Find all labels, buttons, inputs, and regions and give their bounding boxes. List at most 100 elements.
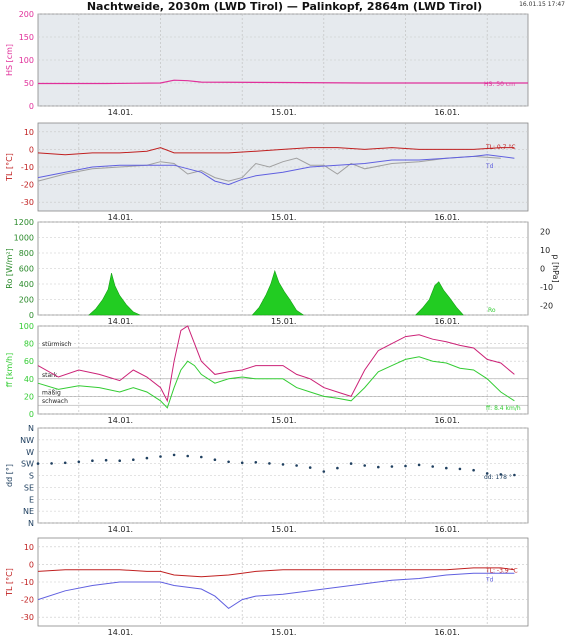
y-tick-label: 0 [29,560,34,569]
y-tick-label: 80 [24,340,34,349]
hs-series-line [38,79,528,85]
x-tick-label: 15.01. [271,213,296,222]
y-tick-label: SW [21,460,34,469]
x-tick-label: 14.01. [108,317,133,326]
dd-data-point [77,460,81,464]
dd-data-point [240,461,244,465]
dd-data-point [390,465,394,468]
y-axis-label: HS [cm] [5,44,14,76]
tl2-series-line [37,155,501,182]
tl2b-series-line [37,567,515,578]
y-tick-label: -20 [21,181,34,190]
x-tick-label: 15.01. [271,416,296,425]
y-tick-label: W [26,448,34,457]
y-axis-label: Ro [W/m²] [5,248,14,288]
dd-data-point [404,464,407,468]
tl-series-line [37,147,515,156]
dd-data-point [172,453,176,457]
panel-ff: 14.01. 15.01. 16.01. 0 20 40 60 80 100 ff [km/h] s… [5,322,529,425]
x-tick-label: 16.01. [434,416,459,425]
dd-data-point [159,455,162,458]
y-tick-label-right: -20 [540,302,553,311]
x-tick-label: 14.01. [108,628,133,637]
dd-data-point [295,464,298,467]
dd-data-point [50,462,53,465]
wind-level-label: mäßig [42,389,61,396]
y-tick-label: 100 [19,322,34,331]
y-tick-label: 60 [24,357,34,366]
dd-data-point [458,467,462,471]
y-tick-label: SE [24,483,34,492]
y-tick-label: N [28,519,34,528]
y-tick-label: 40 [24,375,34,384]
dd-data-point [118,459,121,463]
dd-data-point [336,466,339,470]
dd-data-point [200,455,203,459]
y-tick-label: 0 [29,311,34,320]
y-tick-label: 150 [19,33,34,42]
dd-data-point [132,458,135,462]
wind-level-label: stark [42,372,58,379]
panel-ro: 14.01. 15.01. 16.01.020040060080010001200R… [5,218,560,326]
x-tick-label: 16.01. [434,108,459,117]
y-tick-label: NW [20,436,34,445]
x-tick-label: 14.01. [108,525,133,534]
x-tick-label: 14.01. [108,416,133,425]
timestamp: 16.01.15 17:47 [519,1,565,8]
tl2-value-label: TL: -3.9 °C [485,568,518,575]
dd-data-point [485,472,489,475]
dd-data-point [445,466,448,470]
y-tick-label: NE [23,507,34,516]
x-tick-label: 16.01. [434,213,459,222]
dd-data-point [363,464,367,467]
y-axis-label: dd [°] [5,464,14,487]
dd-data-point [417,463,421,467]
dd-data-point [268,462,271,465]
ff-green-series-line [37,356,515,409]
dd-data-point [349,462,353,465]
y-tick-label: N [28,424,34,433]
y-tick-label: 0 [29,102,34,111]
dd-data-point [513,473,516,477]
y-tick-label-right: -10 [540,283,553,292]
dd-data-point [499,473,503,476]
y-tick-label-right: 20 [540,227,550,236]
y-tick-label: -10 [21,578,34,587]
td2-series-line [37,572,515,610]
y-tick-label: 10 [24,128,34,137]
dd-data-point [322,470,326,473]
dd-data-point [308,466,312,469]
y-tick-label: 200 [19,296,34,305]
y-tick-label: S [29,472,34,481]
dd-data-point [104,458,108,462]
dd-data-point [472,468,475,472]
dd-data-point [145,456,149,460]
y-tick-label: 20 [24,392,34,401]
y-tick-label: 1000 [14,234,34,243]
dd-data-point [91,459,94,463]
panel-hs: 14.01. 15.01. 16.01. 0 50 100 150 200 HS [cm] HS:… [5,10,529,117]
y-tick-label: -30 [21,613,34,622]
td2-value-label: Td [485,576,494,583]
y-tick-label: 100 [19,56,34,65]
dd-data-point [431,465,435,468]
ro-series-area [88,269,464,316]
y-tick-label: 0 [29,410,34,419]
dd-data-point [377,465,380,469]
td-value-label: Td [485,163,494,170]
wind-level-label: stürmisch [42,341,72,348]
x-tick-label: 15.01. [271,108,296,117]
y-tick-label: -20 [21,596,34,605]
dd-data-point [254,461,258,464]
y-axis-label: TL [°C] [5,568,14,597]
y-tick-label-right: 0 [540,265,545,274]
x-tick-label: 14.01. [108,108,133,117]
page-title: Nachtweide, 2030m (LWD Tirol) — Palinkop… [86,0,483,13]
ro-value-label: Ro [488,307,496,314]
dd-data-point [36,462,40,465]
y-tick-label: 0 [29,145,34,154]
y-tick-label: 200 [19,10,34,19]
dd-data-point [186,454,189,458]
y-tick-label: E [29,495,34,504]
